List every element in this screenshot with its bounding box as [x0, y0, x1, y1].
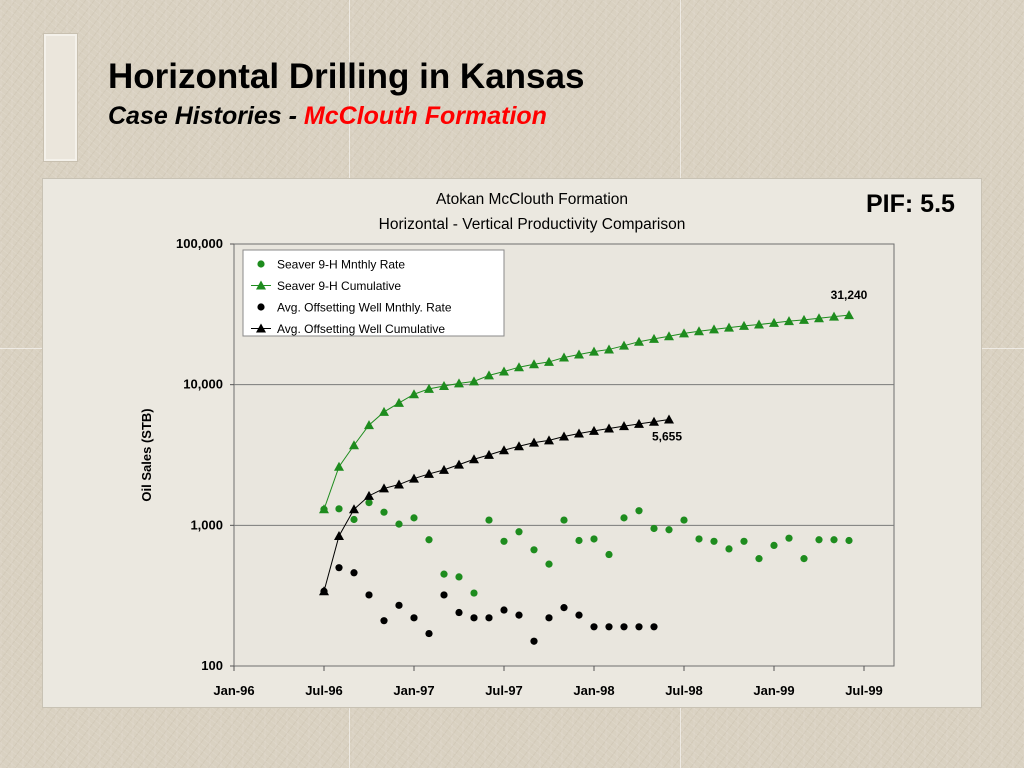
slide-title: Horizontal Drilling in Kansas: [108, 57, 585, 96]
subtitle-highlight: McClouth Formation: [303, 102, 547, 130]
subtitle-prefix: Case Histories -: [108, 102, 304, 130]
chart-panel: [42, 178, 982, 708]
pif-label: PIF: 5.5: [866, 190, 955, 218]
decorative-accent-bar: [43, 33, 78, 162]
slide-subtitle: Case Histories - McClouth Formation: [108, 102, 547, 131]
